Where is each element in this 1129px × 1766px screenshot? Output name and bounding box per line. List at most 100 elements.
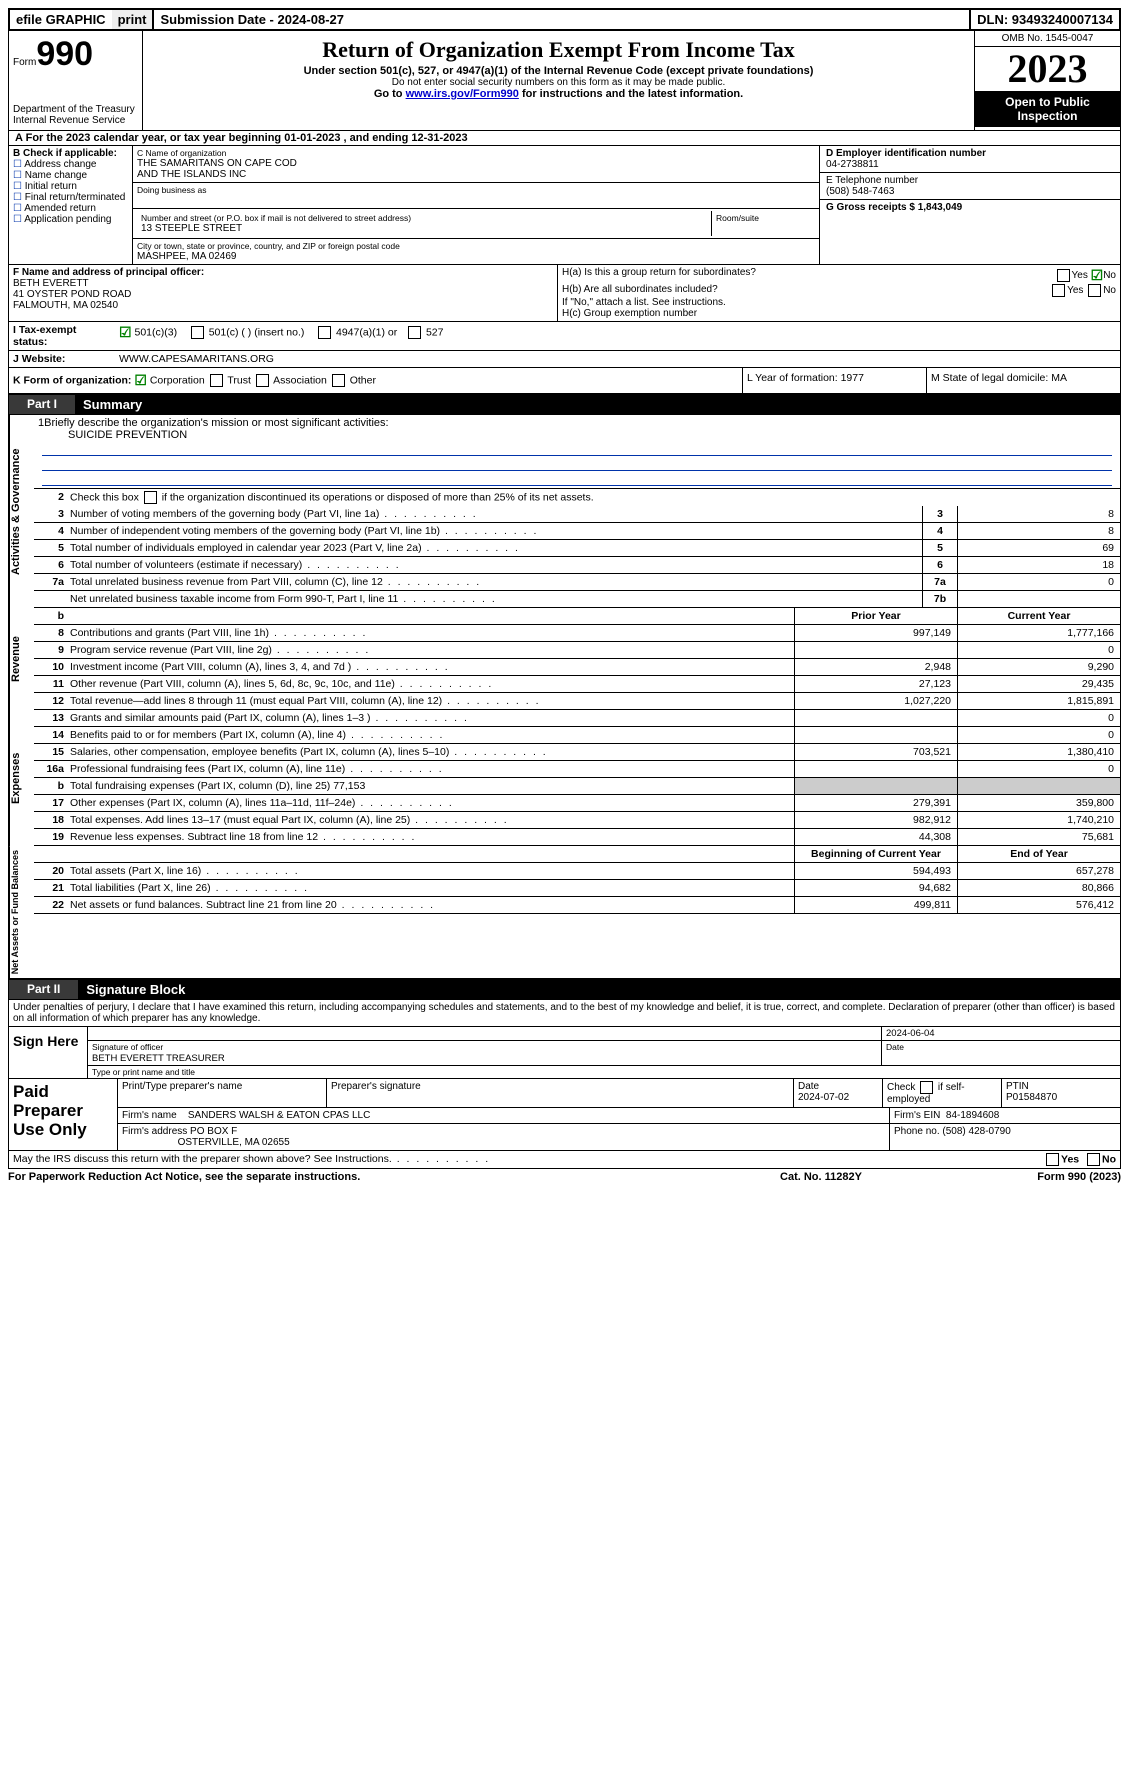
- public-inspection: Open to Public Inspection: [975, 91, 1120, 127]
- rev-vlabel: Revenue: [9, 608, 34, 710]
- no: No: [1103, 270, 1116, 281]
- sign-here: Sign Here 2024-06-04 Signature of office…: [8, 1026, 1121, 1079]
- h-a: H(a) Is this a group return for subordin…: [562, 267, 1055, 284]
- street-label: Number and street (or P.O. box if mail i…: [141, 213, 707, 223]
- tax-year: 2023: [975, 47, 1120, 91]
- k-corp: Corporation: [150, 374, 205, 386]
- table-row: 20Total assets (Part X, line 16)594,4936…: [34, 863, 1120, 880]
- ein-label: D Employer identification number: [826, 148, 986, 159]
- rev-section: Revenue bPrior YearCurrent Year 8Contrib…: [8, 608, 1121, 710]
- firm-addr-lbl: Firm's address: [122, 1126, 187, 1137]
- box-deg: D Employer identification number04-27388…: [820, 146, 1120, 264]
- yes2: Yes: [1067, 285, 1083, 296]
- room-label: Room/suite: [716, 213, 811, 223]
- exp-vlabel: Expenses: [9, 710, 34, 846]
- subtitle-1: Under section 501(c), 527, or 4947(a)(1)…: [151, 65, 966, 77]
- domicile: M State of legal domicile: MA: [927, 368, 1120, 393]
- te-501c3: 501(c)(3): [134, 326, 177, 338]
- part2-title: Signature Block: [78, 980, 193, 999]
- table-row: 15Salaries, other compensation, employee…: [34, 744, 1120, 761]
- row-klm: K Form of organization: ☑ Corporation Tr…: [8, 368, 1121, 394]
- prep-name-lbl: Print/Type preparer's name: [118, 1079, 327, 1107]
- part2-header: Part II Signature Block: [8, 979, 1121, 1000]
- part1-tag: Part I: [9, 395, 75, 414]
- print-button[interactable]: print: [112, 10, 155, 29]
- tax-exempt-row: I Tax-exempt status: ☑ 501(c)(3) 501(c) …: [8, 322, 1121, 351]
- discuss-row: May the IRS discuss this return with the…: [8, 1151, 1121, 1169]
- cb-pending: Application pending: [24, 214, 111, 225]
- website-row: J Website: WWW.CAPESAMARITANS.ORG: [8, 351, 1121, 368]
- table-row: 7aTotal unrelated business revenue from …: [34, 574, 1120, 591]
- street: 13 STEEPLE STREET: [141, 223, 707, 234]
- table-row: 18Total expenses. Add lines 13–17 (must …: [34, 812, 1120, 829]
- table-row: 17Other expenses (Part IX, column (A), l…: [34, 795, 1120, 812]
- current-year: Current Year: [957, 608, 1120, 624]
- ein: 04-2738811: [826, 159, 879, 170]
- te-527: 527: [426, 326, 444, 338]
- org-name-1: THE SAMARITANS ON CAPE COD: [137, 158, 815, 169]
- goto-pre: Go to: [374, 88, 406, 100]
- form-title: Return of Organization Exempt From Incom…: [151, 37, 966, 63]
- table-row: 21Total liabilities (Part X, line 26)94,…: [34, 880, 1120, 897]
- table-row: 3Number of voting members of the governi…: [34, 506, 1120, 523]
- firm-phone: (508) 428-0790: [942, 1126, 1010, 1137]
- yes: Yes: [1072, 270, 1088, 281]
- b-label: b: [34, 608, 68, 624]
- box-c: C Name of organization THE SAMARITANS ON…: [133, 146, 820, 264]
- te-501c: 501(c) ( ) (insert no.): [209, 326, 305, 338]
- firm-addr1: PO BOX F: [190, 1126, 237, 1137]
- paperwork-notice: For Paperwork Reduction Act Notice, see …: [8, 1171, 721, 1183]
- gross-receipts: G Gross receipts $ 1,843,049: [826, 202, 962, 213]
- firm-ein: 84-1894608: [946, 1110, 999, 1121]
- table-row: 10Investment income (Part VIII, column (…: [34, 659, 1120, 676]
- table-row: 12Total revenue—add lines 8 through 11 (…: [34, 693, 1120, 710]
- officer-addr1: 41 OYSTER POND ROAD: [13, 289, 131, 300]
- h-b-note: If "No," attach a list. See instructions…: [562, 297, 1116, 308]
- ptin: P01584870: [1006, 1092, 1057, 1103]
- table-row: 16aProfessional fundraising fees (Part I…: [34, 761, 1120, 778]
- k-other: Other: [350, 374, 376, 386]
- table-row: bTotal fundraising expenses (Part IX, co…: [34, 778, 1120, 795]
- discuss-text: May the IRS discuss this return with the…: [13, 1153, 392, 1165]
- date-lbl: Date: [886, 1042, 904, 1052]
- te-label: Tax-exempt status:: [13, 324, 76, 348]
- paid-preparer: Paid Preparer Use Only Print/Type prepar…: [8, 1079, 1121, 1151]
- h-b: H(b) Are all subordinates included?: [562, 284, 1050, 297]
- cb-final: Final return/terminated: [25, 192, 126, 203]
- irs-label: Internal Revenue Service: [13, 115, 138, 126]
- name-label: C Name of organization: [137, 148, 815, 158]
- box-b: B Check if applicable: ☐ Address change …: [9, 146, 133, 264]
- te-4947: 4947(a)(1) or: [336, 326, 397, 338]
- cb-name: Name change: [25, 170, 87, 181]
- discuss-yes: Yes: [1061, 1153, 1079, 1165]
- q1: Briefly describe the organization's miss…: [44, 417, 388, 429]
- goto-post: for instructions and the latest informat…: [519, 88, 743, 100]
- footer: For Paperwork Reduction Act Notice, see …: [8, 1169, 1121, 1183]
- table-row: 13Grants and similar amounts paid (Part …: [34, 710, 1120, 727]
- discuss-no: No: [1102, 1153, 1116, 1165]
- gov-section: Activities & Governance 1Briefly describ…: [8, 415, 1121, 608]
- firm-lbl: Firm's name: [122, 1110, 177, 1121]
- form-header: Form990 Department of the Treasury Inter…: [8, 31, 1121, 131]
- efile-label: efile GRAPHIC: [10, 10, 112, 29]
- website-value: WWW.CAPESAMARITANS.ORG: [115, 351, 1120, 367]
- table-row: 9Program service revenue (Part VIII, lin…: [34, 642, 1120, 659]
- begin-year: Beginning of Current Year: [794, 846, 957, 862]
- q1-ans: SUICIDE PREVENTION: [38, 429, 1116, 441]
- part1-title: Summary: [75, 395, 150, 414]
- firm-name: SANDERS WALSH & EATON CPAS LLC: [188, 1110, 370, 1121]
- box-b-label: B Check if applicable:: [13, 148, 117, 159]
- table-row: 5Total number of individuals employed in…: [34, 540, 1120, 557]
- prep-label: Paid Preparer Use Only: [9, 1079, 118, 1150]
- sig-of-officer: Signature of officer: [92, 1042, 163, 1052]
- officer-label: F Name and address of principal officer:: [13, 267, 204, 278]
- table-row: 11Other revenue (Part VIII, column (A), …: [34, 676, 1120, 693]
- table-row: 8Contributions and grants (Part VIII, li…: [34, 625, 1120, 642]
- irs-link[interactable]: www.irs.gov/Form990: [406, 88, 519, 100]
- sign-date: 2024-06-04: [882, 1027, 1120, 1040]
- phone-label: E Telephone number: [826, 175, 918, 186]
- officer-sig-name: BETH EVERETT TREASURER: [92, 1053, 225, 1064]
- city-label: City or town, state or province, country…: [137, 241, 815, 251]
- officer-name: BETH EVERETT: [13, 278, 89, 289]
- part1-header: Part I Summary: [8, 394, 1121, 415]
